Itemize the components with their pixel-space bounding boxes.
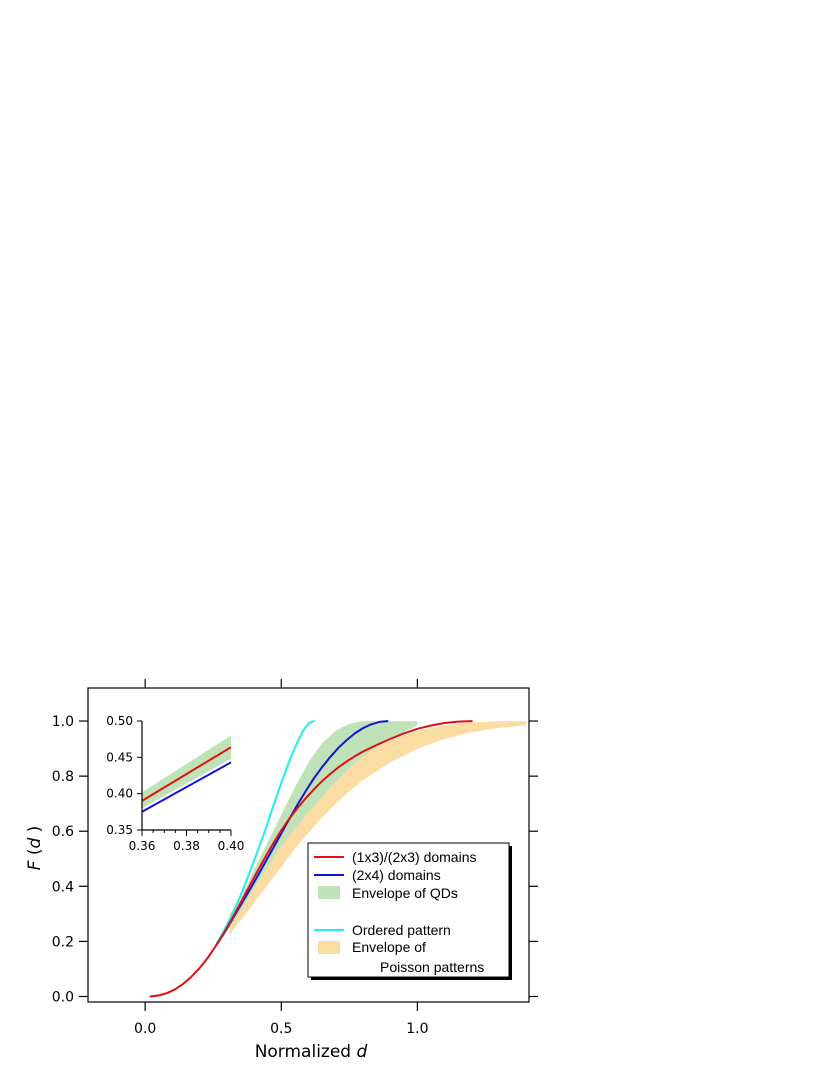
series-line-ordered-pattern bbox=[214, 720, 315, 947]
y-tick-label: 1.0 bbox=[52, 714, 74, 730]
inset-y-tick-label: 0.50 bbox=[106, 714, 133, 728]
y-axis-title-var: d bbox=[25, 838, 45, 849]
bands-layer bbox=[215, 721, 527, 947]
plot-frame bbox=[87, 687, 530, 1003]
inset-line-1x3-2x3-domains bbox=[141, 746, 232, 802]
x-tick-label: 0.0 bbox=[134, 1021, 156, 1037]
inset-axes-layer: 0.35 0.40 0.45 0.50 0.36 0.38 0.40 bbox=[106, 714, 244, 853]
series-line-1x3-2x3-domains bbox=[149, 720, 473, 998]
axes-layer: 0.0 0.5 1.0 0.0 0.2 0.4 0.6 0.8 1.0 bbox=[52, 679, 538, 1037]
inset-x-tick-label: 0.38 bbox=[173, 839, 200, 853]
inset-band-envelope-of-qds bbox=[142, 735, 231, 809]
y-tick-label: 0.4 bbox=[52, 879, 74, 895]
legend-swatch-green-box bbox=[318, 886, 340, 899]
inset-y-tick-label: 0.35 bbox=[106, 823, 133, 837]
legend-label-blue: (2x4) domains bbox=[352, 867, 441, 883]
x-axis-title-prefix: Normalized bbox=[255, 1042, 357, 1062]
y-axis-title-close: ) bbox=[25, 826, 45, 838]
lines-layer bbox=[149, 720, 473, 998]
legend: (1x3)/(2x3) domains (2x4) domains Envelo… bbox=[307, 842, 512, 980]
band-envelope-of-qds bbox=[215, 721, 418, 947]
y-tick-label: 0.6 bbox=[52, 824, 74, 840]
y-tick-label: 0.0 bbox=[52, 989, 74, 1005]
inset-x-tick-label: 0.36 bbox=[129, 839, 156, 853]
inset-y-tick-label: 0.45 bbox=[106, 750, 133, 764]
y-tick-label: 0.8 bbox=[52, 769, 74, 785]
y-axis-title: F (d ) bbox=[25, 826, 45, 871]
y-tick-label: 0.2 bbox=[52, 934, 74, 950]
series-line-2x4-domains bbox=[214, 720, 389, 947]
y-axis-title-func: F bbox=[25, 860, 45, 870]
legend-label-orange-line2: Poisson patterns bbox=[380, 959, 484, 975]
legend-box bbox=[307, 842, 510, 978]
legend-label-orange: Envelope of bbox=[352, 939, 426, 955]
inset-line-2x4-domains bbox=[141, 761, 232, 813]
legend-swatch-orange-box bbox=[318, 941, 340, 954]
x-axis-title: Normalized d bbox=[255, 1042, 368, 1062]
legend-label-cyan: Ordered pattern bbox=[352, 922, 451, 938]
x-axis-title-var: d bbox=[357, 1042, 368, 1062]
band-envelope-of-poisson-patterns bbox=[229, 721, 527, 935]
inset-y-tick-label: 0.40 bbox=[106, 787, 133, 801]
inset-data-layer bbox=[141, 735, 232, 813]
y-axis-title-open: ( bbox=[25, 849, 45, 861]
legend-label-green: Envelope of QDs bbox=[352, 885, 458, 901]
legend-label-red: (1x3)/(2x3) domains bbox=[352, 849, 477, 865]
inset-chart: 0.35 0.40 0.45 0.50 0.36 0.38 0.40 bbox=[106, 714, 244, 853]
x-tick-label: 1.0 bbox=[406, 1021, 428, 1037]
x-tick-label: 0.5 bbox=[270, 1021, 292, 1037]
inset-x-tick-label: 0.40 bbox=[218, 839, 245, 853]
